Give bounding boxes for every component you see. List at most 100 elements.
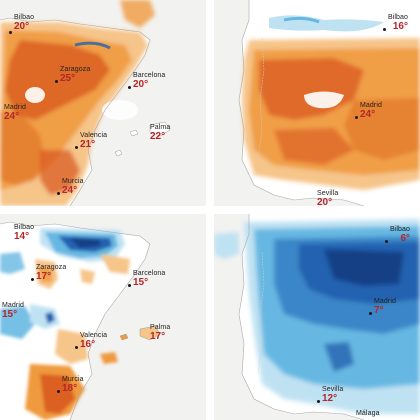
city-zaragoza: Zaragoza 25° (55, 66, 91, 84)
city-temperature: 20° (14, 21, 30, 32)
city-dot (317, 400, 320, 403)
city-name: Madrid (4, 104, 26, 111)
city-malaga: Málaga (356, 410, 380, 417)
mallorca-island (139, 325, 161, 341)
city-temperature: 15° (2, 309, 18, 320)
city-temperature: 22° (150, 131, 166, 142)
city-madrid: Madrid 7° (369, 298, 396, 316)
city-temperature: 7° (374, 305, 384, 316)
city-name: Sevilla (322, 386, 344, 393)
city-name: Murcia (62, 376, 84, 383)
city-palma: Palma 22° (150, 124, 170, 142)
city-name: Madrid (360, 102, 382, 109)
warm-anomaly-field (25, 254, 130, 420)
city-name: Palma (150, 124, 171, 131)
city-madrid: Madrid 24° (355, 102, 382, 120)
city-bilbao: Bilbao 16° (382, 14, 408, 32)
city-dot (75, 146, 78, 149)
city-dot (75, 346, 78, 349)
city-bilbao: Bilbao 20° (9, 14, 35, 34)
city-temperature: 18° (62, 383, 78, 394)
city-dot (128, 284, 131, 287)
map-panel-iberia-warm: Bilbao 16° Madrid 24° Sevilla 20° (214, 0, 420, 206)
city-temperature: 24° (62, 185, 78, 196)
map-iberia-warm-svg (214, 0, 420, 206)
coastline (0, 17, 151, 206)
city-temperature: 24° (360, 109, 376, 120)
map-panel-northeast-mixed: Bilbao 14° Zaragoza 17° Barcelona 15° Ma… (0, 214, 206, 420)
city-dot (382, 28, 386, 31)
map-ne-warm-svg (0, 0, 206, 206)
city-sevilla: Sevilla 20° (317, 190, 338, 206)
city-temperature: 21° (80, 139, 96, 150)
mallorca-island (149, 121, 171, 137)
city-name: Palma (150, 324, 171, 331)
city-name: Zaragoza (60, 66, 91, 73)
cool-streak (283, 16, 320, 24)
coastline (0, 221, 151, 420)
city-dot (355, 116, 358, 119)
map-iberia-cold-svg (214, 214, 420, 420)
city-temperature: 17° (150, 331, 166, 342)
city-name: Murcia (62, 178, 84, 185)
city-temperature: 16° (392, 21, 408, 32)
neutral-patch (25, 87, 45, 103)
city-dot (384, 240, 388, 243)
map-panel-northeast-warm: Bilbao 20° Zaragoza 25° Barcelona 20° Ma… (0, 0, 206, 206)
city-temperature: 20° (317, 197, 333, 207)
city-temperature: 12° (322, 393, 338, 404)
city-valencia: Valencia 16° (75, 332, 108, 350)
formentera-island (114, 149, 123, 157)
city-name: Sevilla (317, 190, 339, 197)
city-madrid: Madrid 24° (4, 104, 26, 122)
cool-streak (74, 41, 111, 50)
city-dot (57, 192, 60, 195)
city-dot (31, 278, 34, 281)
border-portugal (257, 37, 265, 161)
map-panel-iberia-cold: Bilbao 6° Madrid 7° Sevilla 12° Málaga (214, 214, 420, 420)
city-madrid: Madrid 15° (2, 302, 24, 320)
city-barcelona: Barcelona 20° (128, 72, 165, 90)
city-temperature: 20° (133, 79, 149, 90)
city-temperature: 16° (80, 339, 96, 350)
city-temperature: 17° (36, 271, 52, 282)
city-dot (55, 80, 58, 83)
city-dot (57, 390, 60, 393)
city-name: Málaga (356, 410, 380, 417)
city-name: Bilbao (14, 224, 35, 231)
city-name: Madrid (374, 298, 396, 305)
city-name: Bilbao (389, 226, 410, 233)
city-barcelona: Barcelona 15° (128, 270, 166, 288)
cool-anomaly-field (214, 219, 420, 414)
city-valencia: Valencia 21° (75, 132, 107, 150)
city-name: Barcelona (133, 270, 166, 277)
coastline (238, 214, 365, 420)
city-name: Valencia (80, 332, 108, 339)
city-name: Bilbao (14, 14, 35, 21)
city-murcia: Murcia 24° (57, 178, 84, 196)
city-sevilla: Sevilla 12° (317, 386, 344, 404)
city-temperature: 6° (400, 233, 410, 244)
neutral-patch (102, 100, 138, 120)
city-temperature: 15° (133, 277, 149, 288)
city-palma: Palma 17° (150, 324, 170, 342)
city-temperature: 24° (4, 111, 20, 122)
neutral-patch (304, 91, 344, 109)
city-murcia: Murcia 18° (57, 376, 84, 394)
warm-anomaly-field (0, 0, 155, 206)
city-name: Bilbao (387, 14, 408, 21)
city-name: Madrid (2, 302, 24, 309)
city-dot (9, 31, 12, 34)
city-name: Zaragoza (36, 264, 67, 271)
coastline (238, 0, 365, 206)
city-dot (369, 312, 372, 315)
border-portugal (257, 251, 265, 375)
city-temperature: 14° (14, 231, 30, 242)
ibiza-island (129, 129, 139, 137)
warm-anomaly-field (242, 38, 420, 190)
city-bilbao: Bilbao 6° (384, 226, 410, 244)
city-temperature: 25° (60, 73, 76, 84)
city-bilbao: Bilbao 14° (14, 224, 34, 242)
cool-anomaly-field (0, 228, 125, 339)
map-ne-mixed-svg (0, 214, 206, 420)
